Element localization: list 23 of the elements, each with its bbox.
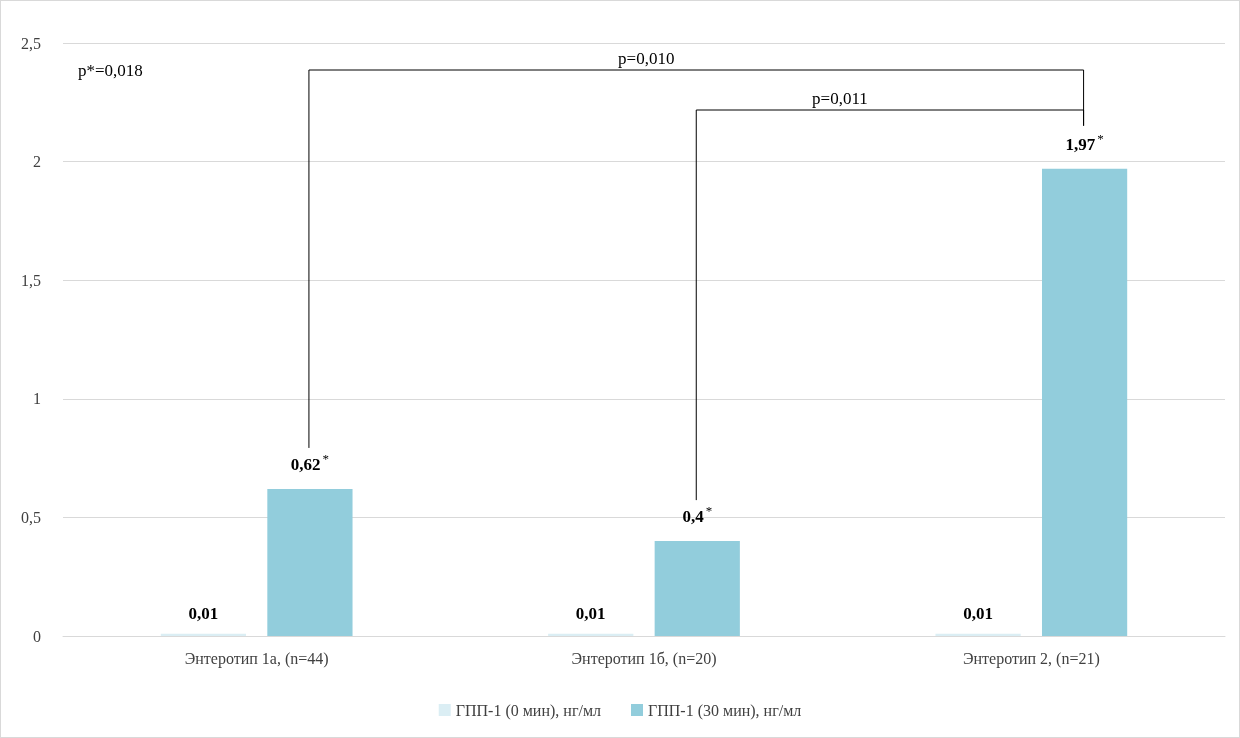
y-tick-label: 2,5	[21, 34, 41, 52]
legend-label: ГПП-1 (30 мин), нг/мл	[648, 701, 802, 720]
data-label: 0,62*	[290, 450, 330, 474]
y-tick-label: 1	[33, 390, 41, 408]
x-tick-label: Энтеротип 1а, (n=44)	[184, 649, 329, 668]
data-label: 0,01	[575, 603, 606, 623]
bar	[654, 541, 740, 636]
x-tick-label: Энтеротип 1б, (n=20)	[571, 649, 717, 668]
data-label: 0,4*	[682, 503, 713, 527]
annotation: p=0,010	[618, 49, 675, 68]
legend-label: ГПП-1 (0 мин), нг/мл	[455, 701, 602, 720]
y-tick-label: 0	[33, 627, 41, 645]
bar	[267, 488, 353, 636]
x-tick-label: Энтеротип 2, (n=21)	[962, 649, 1100, 668]
data-label: 1,97*	[1065, 130, 1104, 154]
y-tick-label: 2	[33, 153, 41, 171]
y-tick-label: 0,5	[21, 508, 41, 526]
data-label: 0,01	[963, 603, 993, 623]
annotation: p=0,011	[812, 89, 868, 108]
data-label: 0,01	[188, 603, 219, 623]
bar	[1041, 168, 1128, 636]
annotation: p*=0,018	[78, 61, 143, 80]
y-tick-label: 1,5	[21, 271, 41, 289]
